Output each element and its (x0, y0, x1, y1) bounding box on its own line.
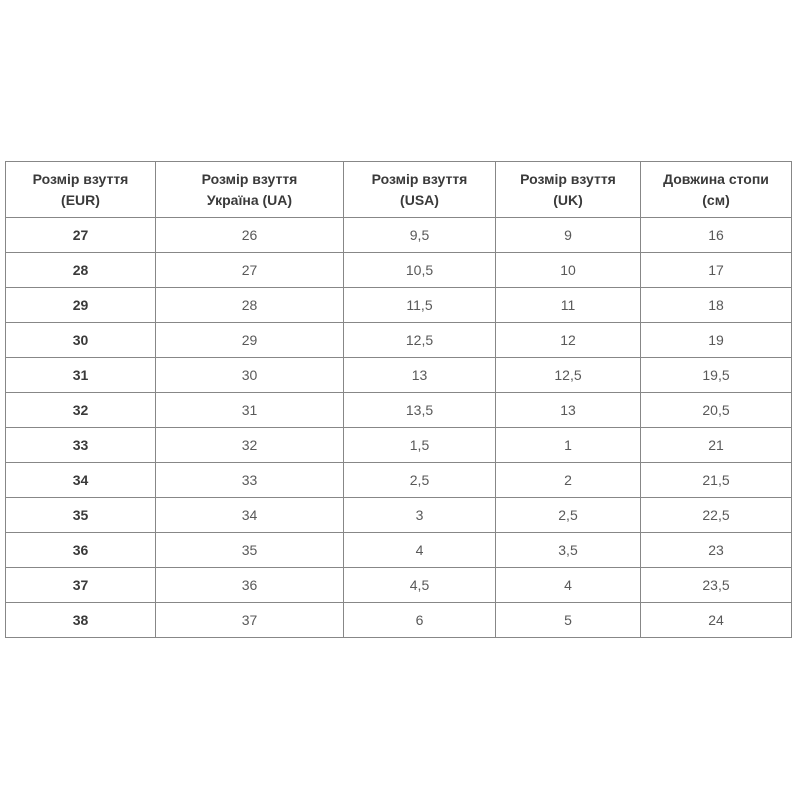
table-cell: 3,5 (495, 532, 641, 568)
table-cell: 13,5 (343, 392, 496, 428)
table-cell: 27 (155, 252, 344, 288)
table-cell: 21,5 (640, 462, 792, 498)
table-cell: 35 (155, 532, 344, 568)
table-cell: 12,5 (495, 357, 641, 393)
size-table: Розмір взуття (EUR) Розмір взуття Україна… (5, 161, 792, 638)
table-cell: 2,5 (343, 462, 496, 498)
table-cell: 12 (495, 322, 641, 358)
table-row: 37 36 4,5 4 23,5 (5, 567, 792, 603)
table-cell: 28 (5, 252, 156, 288)
table-cell: 9 (495, 217, 641, 253)
table-cell: 30 (155, 357, 344, 393)
table-row: 34 33 2,5 2 21,5 (5, 462, 792, 498)
table-cell: 12,5 (343, 322, 496, 358)
table-cell: 10 (495, 252, 641, 288)
column-header-5: Довжина стопи (см) (640, 161, 792, 218)
table-row: 35 34 3 2,5 22,5 (5, 497, 792, 533)
table-cell: 2,5 (495, 497, 641, 533)
table-cell: 37 (5, 567, 156, 603)
table-cell: 18 (640, 287, 792, 323)
table-cell: 32 (155, 427, 344, 463)
table-cell: 34 (5, 462, 156, 498)
table-cell: 29 (155, 322, 344, 358)
table-cell: 23 (640, 532, 792, 568)
table-cell: 29 (5, 287, 156, 323)
table-cell: 5 (495, 602, 641, 638)
table-cell: 1 (495, 427, 641, 463)
table-cell: 33 (5, 427, 156, 463)
table-cell: 24 (640, 602, 792, 638)
table-cell: 17 (640, 252, 792, 288)
table-cell: 33 (155, 462, 344, 498)
column-header-3: Розмір взуття (USA) (343, 161, 496, 218)
table-cell: 2 (495, 462, 641, 498)
column-header-4: Розмір взуття (UK) (495, 161, 641, 218)
table-cell: 4 (343, 532, 496, 568)
size-table-head: Розмір взуття (EUR) Розмір взуття Україна… (5, 161, 792, 218)
table-cell: 11 (495, 287, 641, 323)
table-cell: 4 (495, 567, 641, 603)
table-row: 29 28 11,5 11 18 (5, 287, 792, 323)
table-row: 36 35 4 3,5 23 (5, 532, 792, 568)
table-cell: 20,5 (640, 392, 792, 428)
table-cell: 4,5 (343, 567, 496, 603)
table-cell: 36 (5, 532, 156, 568)
size-chart-container: Розмір взуття (EUR) Розмір взуття Україна… (5, 161, 792, 638)
table-row: 31 30 13 12,5 19,5 (5, 357, 792, 393)
table-row: 33 32 1,5 1 21 (5, 427, 792, 463)
table-cell: 34 (155, 497, 344, 533)
table-cell: 27 (5, 217, 156, 253)
header-row: Розмір взуття (EUR) Розмір взуття Україна… (5, 161, 792, 218)
table-cell: 1,5 (343, 427, 496, 463)
table-cell: 11,5 (343, 287, 496, 323)
table-cell: 13 (495, 392, 641, 428)
table-cell: 23,5 (640, 567, 792, 603)
table-row: 32 31 13,5 13 20,5 (5, 392, 792, 428)
table-cell: 31 (155, 392, 344, 428)
table-row: 30 29 12,5 12 19 (5, 322, 792, 358)
column-header-1: Розмір взуття (EUR) (5, 161, 156, 218)
table-cell: 36 (155, 567, 344, 603)
table-row: 28 27 10,5 10 17 (5, 252, 792, 288)
table-cell: 35 (5, 497, 156, 533)
table-cell: 37 (155, 602, 344, 638)
table-cell: 9,5 (343, 217, 496, 253)
table-cell: 21 (640, 427, 792, 463)
table-cell: 30 (5, 322, 156, 358)
table-cell: 22,5 (640, 497, 792, 533)
table-cell: 31 (5, 357, 156, 393)
table-cell: 3 (343, 497, 496, 533)
table-cell: 26 (155, 217, 344, 253)
table-cell: 19 (640, 322, 792, 358)
size-table-body: 27 26 9,5 9 16 28 27 10,5 10 17 29 28 11,5 11 18 30 29 12… (5, 217, 792, 638)
column-header-2: Розмір взуття Україна (UA) (155, 161, 344, 218)
table-cell: 32 (5, 392, 156, 428)
table-cell: 10,5 (343, 252, 496, 288)
table-cell: 13 (343, 357, 496, 393)
table-row: 27 26 9,5 9 16 (5, 217, 792, 253)
table-cell: 19,5 (640, 357, 792, 393)
table-cell: 16 (640, 217, 792, 253)
table-cell: 28 (155, 287, 344, 323)
table-cell: 38 (5, 602, 156, 638)
table-cell: 6 (343, 602, 496, 638)
table-row: 38 37 6 5 24 (5, 602, 792, 638)
